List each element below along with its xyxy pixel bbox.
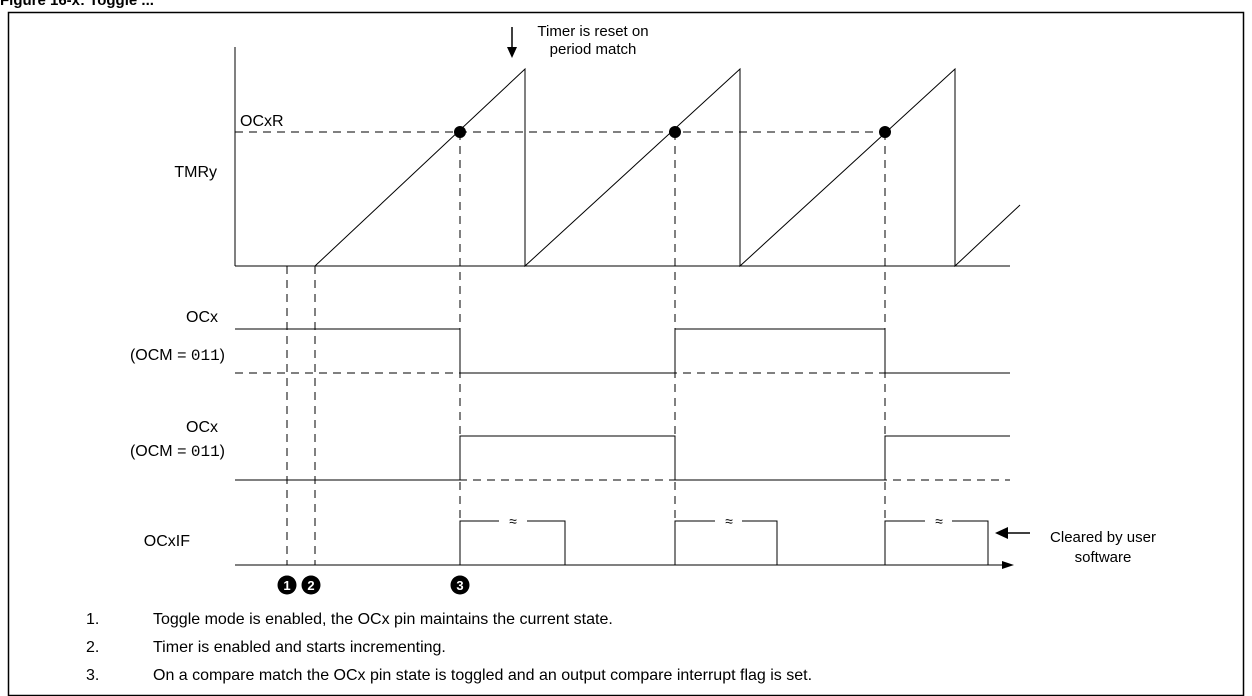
ocx-a-waveform [235,328,1010,374]
svg-text:1: 1 [283,578,290,593]
annotation-line1: Timer is reset on [537,23,648,40]
note-text: Toggle mode is enabled, the OCx pin main… [153,611,613,628]
ocxif-pulse [527,520,566,565]
ocxif-pulse [742,520,778,565]
svg-text:2: 2 [307,578,314,593]
tmry-label: TMRy [174,164,217,181]
down-arrow-head [507,47,517,58]
cleared-arrowhead [995,527,1008,539]
ocm-b-label: (OCM = 011) [130,443,225,461]
ocxif-pulse [674,520,715,565]
note-number: 2. [86,639,100,656]
ocxif-label: OCxIF [144,533,190,550]
ocx-b-waveform [235,435,1010,481]
note-text: On a compare match the OCx pin state is … [153,667,813,684]
note-number: 1. [86,611,100,628]
time-axis-arrowhead [1002,561,1014,569]
marker-2: 2 [301,575,321,595]
ocm-a-label: (OCM = 011) [130,347,225,365]
ocx-a-label: OCx [186,309,218,326]
break-symbol: ≈ [725,513,733,529]
marker-1: 1 [277,575,297,595]
break-symbol: ≈ [935,513,943,529]
ocx-b-label: OCx [186,419,218,436]
note-text: Timer is enabled and starts incrementing… [153,639,446,656]
ocxif-pulse [459,520,499,565]
break-symbol: ≈ [509,513,517,529]
note-number: 3. [86,667,100,684]
ocxr-label: OCxR [240,113,284,130]
svg-text:3: 3 [456,578,463,593]
cleared-label-line1: Cleared by user [1050,529,1156,546]
ocxif-pulse [884,520,925,565]
figure-title: Figure 16-x: Toggle ... [0,0,154,9]
ocxif-pulse [952,520,989,565]
annotation-line2: period match [550,41,637,58]
tmry-waveform [314,67,1021,268]
cleared-label-line2: software [1075,549,1132,566]
marker-3: 3 [450,575,470,595]
